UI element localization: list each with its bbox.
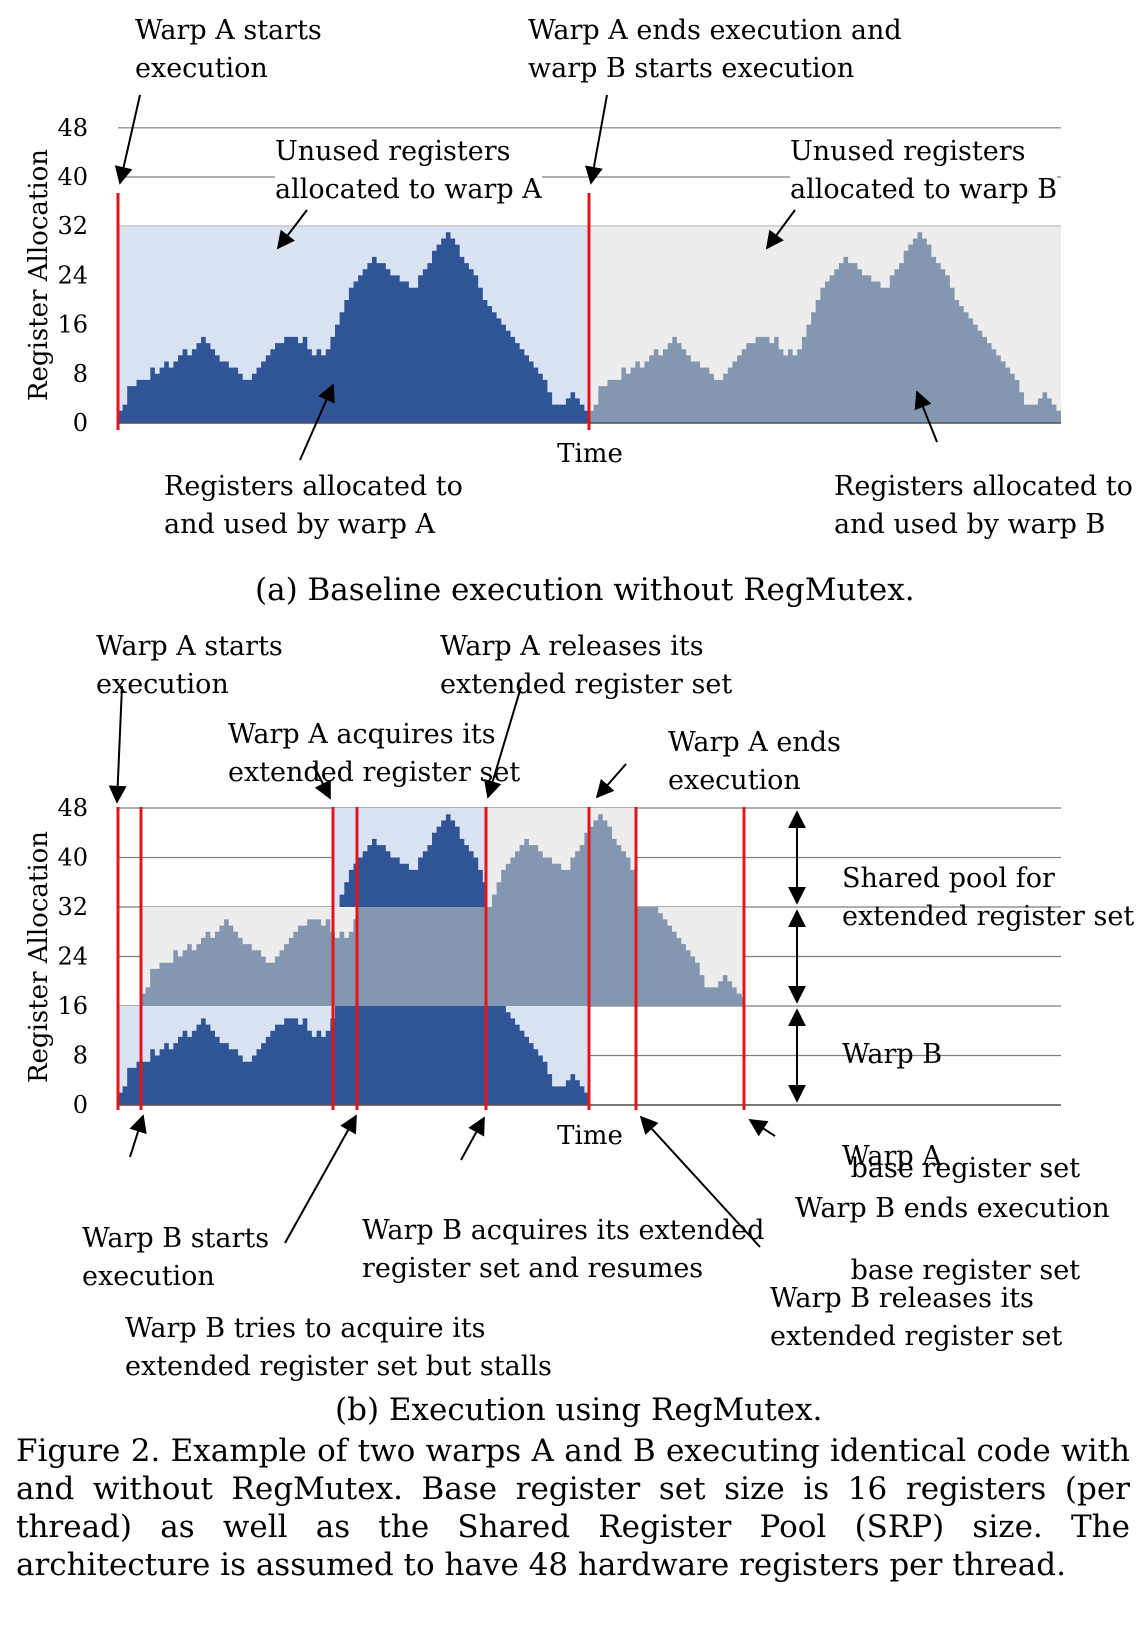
annotation-warp-a-acquires: Warp A acquires its extended register se… [228, 719, 521, 788]
arrow-a-used-a [299, 383, 335, 461]
ytick-label-b-16: 16 [57, 992, 88, 1020]
annotation-warp-b-acquires: Warp B acquires its extended register se… [362, 1215, 765, 1284]
series-b-warp-b-usage [141, 814, 744, 1006]
arrow-b-warp-b-ends [748, 1119, 776, 1137]
arrow-b-warp-a-ends [595, 763, 627, 799]
ytick-label-a-16: 16 [57, 311, 88, 339]
annotation-a-ends-b-starts: Warp A ends execution and warp B starts … [528, 15, 902, 84]
arrow-b-warp-b-starts [129, 1114, 147, 1158]
arrow-a-used-b [914, 390, 938, 443]
ytick-label-a-48: 48 [57, 114, 88, 142]
ytick-label-a-0: 0 [73, 409, 88, 437]
arrow-a-unused-a [276, 209, 308, 250]
annotation-warp-a-ends: Warp A ends execution [668, 727, 841, 796]
caption-a: (a) Baseline execution without RegMutex. [255, 572, 915, 608]
ytick-label-b-8: 8 [73, 1042, 88, 1070]
ylabel-b: Register Allocation [24, 831, 54, 1083]
ytick-label-a-40: 40 [57, 163, 88, 191]
annotation-b-warp-a-starts: Warp A starts execution [96, 631, 283, 700]
annotation-warp-a-starts: Warp A starts execution [135, 15, 322, 84]
annotation-used-b: Registers allocated to and used by warp … [834, 471, 1133, 540]
ytick-label-b-40: 40 [57, 844, 88, 872]
arrow-b-warp-a-releases [484, 686, 522, 799]
annotation-shared-pool: Shared pool for extended register set [842, 863, 1135, 932]
annotation-warp-b-base: Warp B base register set [842, 1039, 1081, 1184]
annotation-warp-b-starts: Warp B starts execution [82, 1223, 270, 1292]
caption-b: (b) Execution using RegMutex. [335, 1392, 823, 1428]
ytick-label-b-0: 0 [73, 1091, 88, 1119]
arrow-a-unused-b [765, 209, 796, 250]
arrow-a-warp-a-starts [114, 94, 141, 185]
series-b-warp-a-extended-usage [335, 814, 488, 907]
ytick-label-a-8: 8 [73, 360, 88, 388]
arrow-b-warp-b-releases [639, 1115, 761, 1248]
series-warp-a-usage [118, 232, 589, 423]
ylabel-a: Register Allocation [24, 149, 54, 401]
ytick-label-b-48: 48 [57, 794, 88, 822]
arrow-a-a-ends-b-starts [585, 94, 608, 185]
arrow-b-warp-a-acquires [313, 765, 331, 800]
annotation-arrows [108, 94, 938, 1248]
ytick-label-a-32: 32 [57, 212, 88, 240]
annotation-warp-b-releases: Warp B releases its extended register se… [770, 1283, 1063, 1352]
arrow-b-warp-b-tries [284, 1114, 357, 1244]
figure-caption: Figure 2. Example of two warps A and B e… [16, 1433, 1130, 1583]
annotation-warp-b-tries: Warp B tries to acquire its extended reg… [125, 1313, 552, 1382]
ytick-label-a-24: 24 [57, 261, 88, 289]
annotation-unused-a: Unused registers allocated to warp A [275, 133, 542, 209]
ytick-label-b-24: 24 [57, 943, 88, 971]
series-warp-b-usage [589, 232, 1061, 423]
annotation-used-a: Registers allocated to and used by warp … [164, 471, 463, 540]
series-b-warp-a-base-usage [118, 1006, 589, 1105]
xlabel-a: Time [557, 439, 623, 469]
arrow-b-warp-a-starts [108, 685, 127, 804]
annotation-unused-b: Unused registers allocated to warp B [790, 133, 1058, 209]
annotation-warp-b-ends: Warp B ends execution [795, 1193, 1110, 1224]
ytick-label-b-32: 32 [57, 893, 88, 921]
annotation-warp-a-base: Warp A base register set [842, 1141, 1081, 1286]
annotation-warp-a-releases: Warp A releases its extended register se… [440, 631, 733, 700]
arrow-b-warp-b-acquires [460, 1116, 485, 1161]
xlabel-b: Time [557, 1121, 623, 1151]
